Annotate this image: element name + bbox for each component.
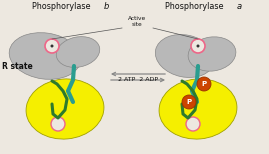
Text: P: P [186,99,192,105]
Text: Phosphorylase: Phosphorylase [32,2,93,11]
Circle shape [186,117,200,131]
Text: a: a [237,2,242,11]
Circle shape [191,39,205,53]
Text: R state: R state [2,61,33,71]
Text: b: b [104,2,109,11]
Ellipse shape [155,34,215,77]
Text: P: P [201,81,207,87]
Circle shape [51,117,65,131]
Circle shape [182,95,196,109]
Text: 2 ATP  2 ADP: 2 ATP 2 ADP [118,77,158,82]
Ellipse shape [159,79,237,139]
Circle shape [51,45,54,47]
Circle shape [45,39,59,53]
Ellipse shape [56,37,100,67]
Text: Active
site: Active site [128,16,146,27]
Ellipse shape [188,37,236,71]
Ellipse shape [26,79,104,139]
Circle shape [197,77,211,91]
Text: Phosphorylase: Phosphorylase [165,2,226,11]
Ellipse shape [9,33,81,79]
Circle shape [196,45,200,47]
